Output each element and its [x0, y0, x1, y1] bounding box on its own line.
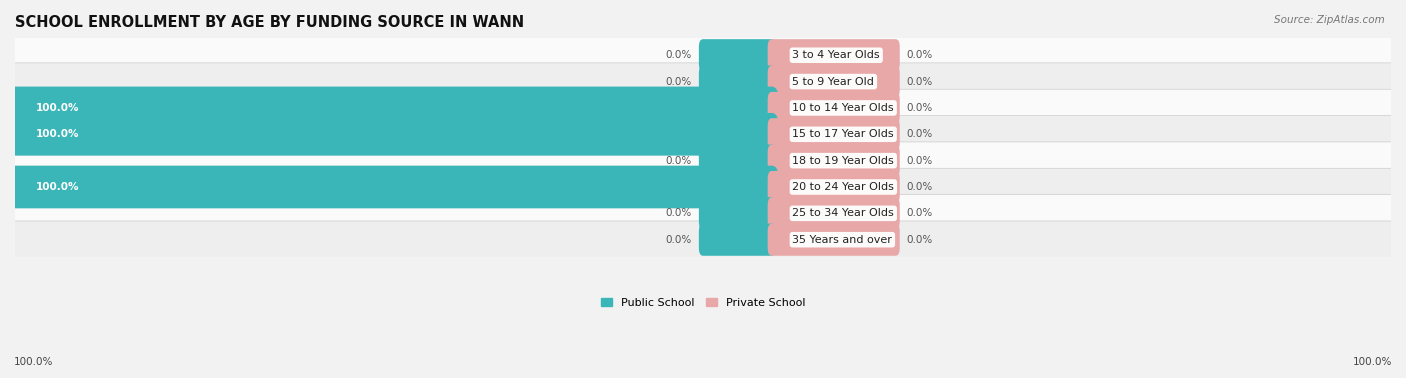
Text: 0.0%: 0.0% [666, 235, 692, 245]
FancyBboxPatch shape [11, 142, 1395, 179]
FancyBboxPatch shape [768, 92, 900, 124]
FancyBboxPatch shape [11, 37, 1395, 74]
Text: 0.0%: 0.0% [907, 235, 934, 245]
FancyBboxPatch shape [8, 113, 779, 156]
Text: 15 to 17 Year Olds: 15 to 17 Year Olds [793, 129, 894, 139]
FancyBboxPatch shape [11, 195, 1395, 232]
Text: 18 to 19 Year Olds: 18 to 19 Year Olds [793, 156, 894, 166]
FancyBboxPatch shape [699, 39, 776, 71]
Text: SCHOOL ENROLLMENT BY AGE BY FUNDING SOURCE IN WANN: SCHOOL ENROLLMENT BY AGE BY FUNDING SOUR… [15, 15, 524, 30]
Text: 5 to 9 Year Old: 5 to 9 Year Old [793, 77, 875, 87]
Text: Source: ZipAtlas.com: Source: ZipAtlas.com [1274, 15, 1385, 25]
FancyBboxPatch shape [768, 171, 900, 203]
FancyBboxPatch shape [699, 65, 776, 98]
Text: 100.0%: 100.0% [14, 357, 53, 367]
Text: 10 to 14 Year Olds: 10 to 14 Year Olds [793, 103, 894, 113]
Text: 0.0%: 0.0% [666, 77, 692, 87]
FancyBboxPatch shape [768, 118, 900, 150]
FancyBboxPatch shape [11, 116, 1395, 153]
FancyBboxPatch shape [768, 39, 900, 71]
FancyBboxPatch shape [8, 166, 779, 208]
Text: 100.0%: 100.0% [35, 103, 79, 113]
Text: 0.0%: 0.0% [907, 103, 934, 113]
Text: 0.0%: 0.0% [907, 182, 934, 192]
FancyBboxPatch shape [768, 144, 900, 177]
Text: 100.0%: 100.0% [35, 182, 79, 192]
Text: 0.0%: 0.0% [666, 50, 692, 60]
Text: 0.0%: 0.0% [907, 156, 934, 166]
Text: 3 to 4 Year Olds: 3 to 4 Year Olds [793, 50, 880, 60]
FancyBboxPatch shape [699, 144, 776, 177]
FancyBboxPatch shape [11, 63, 1395, 100]
Text: 0.0%: 0.0% [907, 129, 934, 139]
FancyBboxPatch shape [11, 221, 1395, 259]
Text: 0.0%: 0.0% [907, 77, 934, 87]
FancyBboxPatch shape [11, 168, 1395, 206]
FancyBboxPatch shape [699, 197, 776, 229]
Text: 20 to 24 Year Olds: 20 to 24 Year Olds [793, 182, 894, 192]
Text: 0.0%: 0.0% [666, 156, 692, 166]
Text: 0.0%: 0.0% [907, 208, 934, 218]
FancyBboxPatch shape [699, 224, 776, 256]
Text: 0.0%: 0.0% [907, 50, 934, 60]
FancyBboxPatch shape [8, 87, 779, 129]
FancyBboxPatch shape [768, 65, 900, 98]
Text: 35 Years and over: 35 Years and over [793, 235, 893, 245]
Text: 25 to 34 Year Olds: 25 to 34 Year Olds [793, 208, 894, 218]
FancyBboxPatch shape [768, 197, 900, 229]
Text: 100.0%: 100.0% [1353, 357, 1392, 367]
Text: 100.0%: 100.0% [35, 129, 79, 139]
FancyBboxPatch shape [11, 89, 1395, 127]
Text: 0.0%: 0.0% [666, 208, 692, 218]
FancyBboxPatch shape [768, 224, 900, 256]
Legend: Public School, Private School: Public School, Private School [596, 293, 810, 313]
